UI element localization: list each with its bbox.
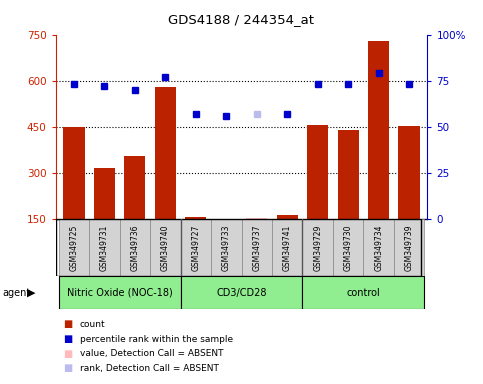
Bar — [277, 215, 298, 219]
Bar — [394, 219, 425, 276]
Bar — [58, 219, 89, 276]
Bar — [150, 219, 181, 276]
Bar — [120, 219, 150, 276]
Bar — [302, 219, 333, 276]
Bar — [242, 219, 272, 276]
Text: GSM349741: GSM349741 — [283, 225, 292, 271]
Text: ■: ■ — [63, 319, 72, 329]
Text: ■: ■ — [63, 363, 72, 373]
Bar — [94, 168, 115, 219]
Bar — [181, 219, 211, 276]
Text: GDS4188 / 244354_at: GDS4188 / 244354_at — [169, 13, 314, 26]
Text: GSM349733: GSM349733 — [222, 224, 231, 271]
Text: GSM349739: GSM349739 — [405, 224, 413, 271]
Bar — [58, 276, 181, 309]
Text: percentile rank within the sample: percentile rank within the sample — [80, 334, 233, 344]
Bar — [155, 87, 176, 219]
Text: Nitric Oxide (NOC-18): Nitric Oxide (NOC-18) — [67, 288, 172, 298]
Text: control: control — [347, 288, 380, 298]
Text: ■: ■ — [63, 334, 72, 344]
Text: GSM349734: GSM349734 — [374, 224, 383, 271]
Text: GSM349730: GSM349730 — [344, 224, 353, 271]
Bar — [63, 127, 85, 219]
Bar — [185, 217, 206, 219]
Bar — [368, 41, 389, 219]
Bar — [89, 219, 120, 276]
Bar — [211, 219, 242, 276]
Bar — [246, 218, 268, 219]
Text: ▶: ▶ — [27, 288, 35, 298]
Bar — [181, 276, 302, 309]
Bar — [333, 219, 363, 276]
Bar — [124, 156, 145, 219]
Bar — [272, 219, 302, 276]
Text: CD3/CD28: CD3/CD28 — [216, 288, 267, 298]
Text: GSM349737: GSM349737 — [252, 224, 261, 271]
Bar — [338, 130, 359, 219]
Text: GSM349727: GSM349727 — [191, 225, 200, 271]
Text: value, Detection Call = ABSENT: value, Detection Call = ABSENT — [80, 349, 223, 358]
Text: GSM349725: GSM349725 — [70, 225, 78, 271]
Bar — [307, 125, 328, 219]
Bar — [302, 276, 425, 309]
Text: GSM349731: GSM349731 — [100, 225, 109, 271]
Text: GSM349729: GSM349729 — [313, 225, 322, 271]
Text: agent: agent — [2, 288, 30, 298]
Text: ■: ■ — [63, 349, 72, 359]
Text: GSM349740: GSM349740 — [161, 224, 170, 271]
Text: count: count — [80, 320, 105, 329]
Text: rank, Detection Call = ABSENT: rank, Detection Call = ABSENT — [80, 364, 219, 373]
Bar — [363, 219, 394, 276]
Text: GSM349736: GSM349736 — [130, 224, 139, 271]
Bar — [398, 126, 420, 219]
